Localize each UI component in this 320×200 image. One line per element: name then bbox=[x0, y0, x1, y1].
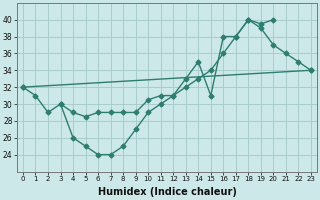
X-axis label: Humidex (Indice chaleur): Humidex (Indice chaleur) bbox=[98, 187, 236, 197]
